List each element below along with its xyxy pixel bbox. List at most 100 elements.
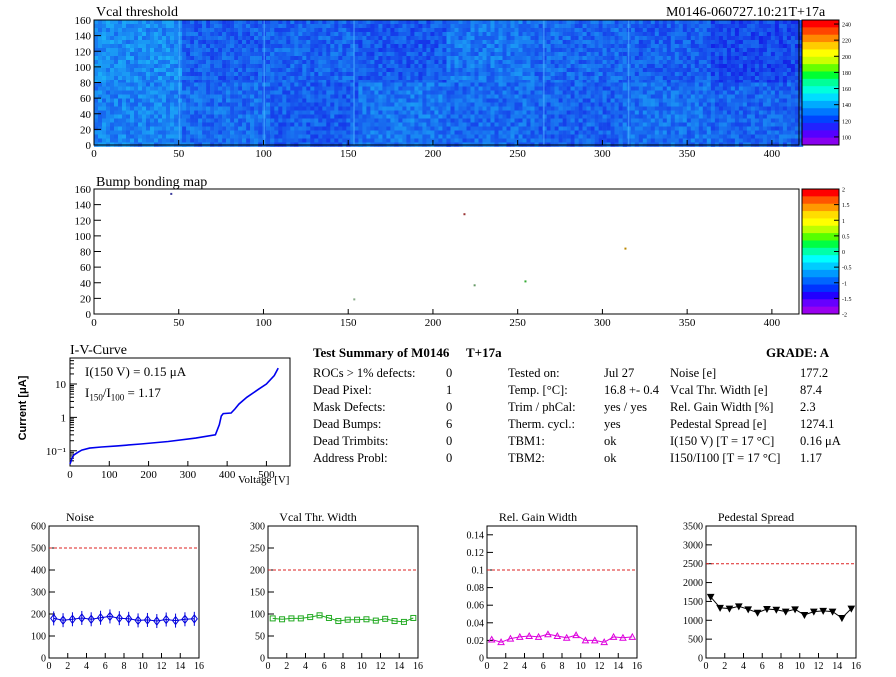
threshold-cell — [294, 32, 299, 37]
threshold-cell — [158, 20, 163, 25]
threshold-cell — [226, 102, 231, 107]
threshold-cell — [498, 86, 503, 91]
threshold-cell — [390, 24, 395, 29]
threshold-cell — [542, 76, 547, 81]
threshold-cell — [186, 98, 191, 103]
threshold-cell — [146, 106, 151, 111]
threshold-cell — [350, 94, 355, 99]
threshold-cell — [110, 40, 115, 45]
threshold-cell — [306, 40, 311, 45]
threshold-cell — [206, 72, 211, 77]
threshold-cell — [314, 102, 319, 107]
threshold-cell — [570, 98, 575, 103]
threshold-cell — [622, 60, 628, 65]
threshold-cell — [382, 82, 387, 87]
threshold-cell — [718, 80, 724, 85]
threshold-cell — [546, 76, 551, 81]
threshold-cell — [502, 134, 507, 139]
threshold-cell — [446, 122, 451, 127]
threshold-cell — [698, 72, 704, 77]
threshold-cell — [526, 102, 531, 107]
threshold-cell — [206, 60, 211, 65]
threshold-cell — [490, 134, 495, 139]
threshold-cell — [698, 52, 704, 57]
threshold-cell — [174, 118, 179, 123]
threshold-cell — [738, 64, 744, 69]
threshold-cell — [574, 82, 579, 87]
threshold-cell — [286, 138, 291, 143]
threshold-cell — [698, 56, 704, 61]
threshold-cell — [214, 80, 219, 85]
threshold-cell — [558, 64, 563, 69]
threshold-cell — [306, 68, 311, 73]
threshold-cell — [102, 76, 107, 81]
threshold-cell — [94, 72, 99, 77]
threshold-cell — [166, 32, 171, 37]
threshold-cell — [102, 130, 107, 135]
threshold-cell — [438, 72, 443, 77]
threshold-cell — [274, 134, 279, 139]
threshold-cell — [226, 76, 231, 81]
threshold-cell — [198, 94, 203, 99]
threshold-cell — [366, 36, 371, 41]
threshold-cell — [314, 138, 319, 143]
threshold-cell — [486, 98, 491, 103]
threshold-cell — [138, 48, 143, 53]
threshold-cell — [170, 82, 175, 87]
threshold-cell — [258, 80, 263, 85]
threshold-cell — [530, 48, 535, 53]
threshold-cell — [362, 98, 367, 103]
threshold-cell — [142, 44, 147, 49]
threshold-cell — [314, 20, 319, 25]
threshold-cell — [538, 64, 543, 69]
threshold-cell — [782, 32, 788, 37]
threshold-cell — [490, 110, 495, 115]
threshold-cell — [98, 126, 103, 131]
threshold-cell — [418, 130, 423, 135]
threshold-cell — [578, 98, 583, 103]
threshold-cell — [310, 86, 315, 91]
threshold-cell — [526, 24, 531, 29]
threshold-cell — [638, 24, 644, 29]
threshold-cell — [270, 20, 275, 25]
threshold-cell — [654, 80, 660, 85]
threshold-cell — [498, 44, 503, 49]
threshold-cell — [358, 134, 363, 139]
threshold-cell — [158, 36, 163, 41]
threshold-cell — [614, 60, 619, 65]
threshold-cell — [634, 56, 640, 61]
threshold-cell — [570, 56, 575, 61]
threshold-cell — [606, 52, 611, 57]
threshold-cell — [762, 44, 768, 49]
threshold-cell — [726, 28, 732, 33]
threshold-cell — [230, 130, 235, 135]
threshold-cell — [382, 48, 387, 53]
threshold-cell — [478, 64, 483, 69]
threshold-cell — [306, 138, 311, 143]
threshold-cell — [118, 122, 123, 127]
threshold-cell — [186, 40, 191, 45]
threshold-cell — [214, 102, 219, 107]
threshold-cell — [586, 20, 591, 25]
threshold-cell — [382, 44, 387, 49]
threshold-cell — [442, 94, 447, 99]
threshold-cell — [478, 40, 483, 45]
threshold-cell — [554, 60, 559, 65]
threshold-cell — [206, 56, 211, 61]
threshold-cell — [582, 98, 587, 103]
threshold-cell — [566, 72, 571, 77]
threshold-cell — [202, 60, 207, 65]
threshold-cell — [526, 98, 531, 103]
threshold-cell — [574, 40, 579, 45]
threshold-cell — [418, 40, 423, 45]
threshold-cell — [278, 76, 283, 81]
threshold-cell — [102, 122, 107, 127]
threshold-cell — [526, 134, 531, 139]
threshold-cell — [486, 110, 491, 115]
threshold-cell — [98, 20, 103, 25]
threshold-cell — [398, 64, 403, 69]
threshold-cell — [250, 94, 255, 99]
threshold-cell — [414, 94, 419, 99]
threshold-cell — [282, 72, 287, 77]
threshold-cell — [734, 72, 740, 77]
